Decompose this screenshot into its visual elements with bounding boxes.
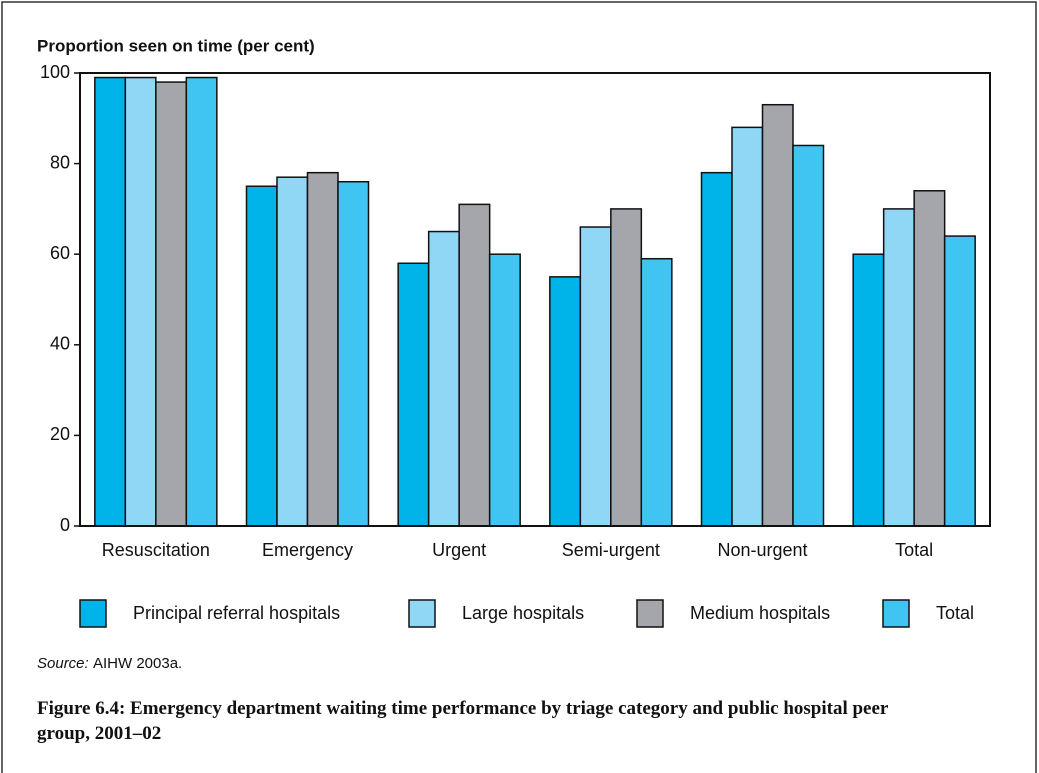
bar: [700, 171, 733, 527]
bar: [943, 235, 976, 527]
bar: [185, 76, 218, 527]
x-tick-label: Non-urgent: [717, 540, 807, 560]
bar: [761, 103, 794, 527]
y-tick-label: 40: [50, 334, 70, 354]
bar: [337, 180, 370, 527]
bar: [579, 226, 612, 527]
bar: [155, 81, 188, 527]
source: AIHW 2003a.: [93, 655, 182, 672]
bar: [397, 262, 430, 527]
y-tick-label: 20: [50, 424, 70, 444]
caption: Figure 6.4: Emergency department waiting…: [37, 698, 889, 744]
legend-swatch: [882, 599, 910, 628]
x-tick-label: Total: [895, 540, 933, 560]
x-tick-label: Semi-urgent: [562, 540, 660, 560]
bar: [792, 144, 825, 527]
y-tick-label: 60: [50, 243, 70, 263]
y-tick-label: 0: [60, 515, 70, 535]
bar: [276, 176, 309, 527]
bar: [245, 185, 278, 527]
y-tick-label: 100: [40, 62, 70, 82]
x-tick-label: Urgent: [432, 540, 486, 560]
plot-frame: [79, 72, 991, 527]
bar: [94, 76, 127, 527]
bar: [610, 208, 643, 527]
bar: [549, 276, 582, 527]
legend-swatch: [636, 599, 664, 628]
bar: [640, 257, 673, 527]
bar: [731, 126, 764, 527]
bar: [124, 76, 157, 527]
legend-swatch: [79, 599, 107, 628]
bar: [913, 190, 946, 527]
bar: [882, 208, 915, 527]
legend-label: Large hospitals: [462, 603, 584, 623]
y-tick-label: 80: [50, 152, 70, 172]
legend-label: Principal referral hospitals: [133, 603, 340, 623]
legend-swatch: [408, 599, 436, 628]
bar: [427, 230, 460, 527]
legend-label: Medium hospitals: [690, 603, 830, 623]
bar: [488, 253, 521, 527]
x-tick-label: Emergency: [262, 540, 353, 560]
y-axis-label: Proportion seen on time (per cent): [37, 36, 315, 55]
source-label: Source:: [37, 655, 89, 672]
bar: [852, 253, 885, 527]
x-tick-label: Resuscitation: [102, 540, 210, 560]
legend-label: Total: [936, 603, 974, 623]
bar: [458, 203, 491, 527]
bar: [306, 171, 339, 527]
